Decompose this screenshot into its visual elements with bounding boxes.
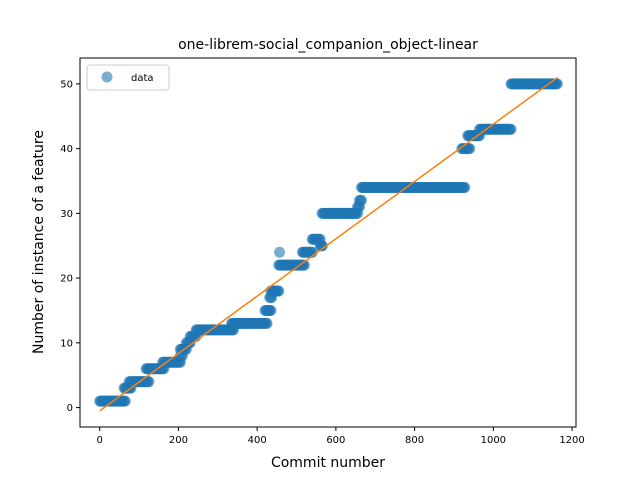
x-axis: 0 200 400 600 800 1000 1200 bbox=[96, 427, 585, 446]
data-point bbox=[261, 317, 273, 329]
y-tick-label: 50 bbox=[60, 79, 73, 90]
plot-frame bbox=[79, 57, 577, 428]
y-tick-label: 30 bbox=[60, 209, 73, 220]
data-point bbox=[459, 181, 471, 193]
data-point bbox=[355, 194, 367, 206]
data-point bbox=[505, 123, 517, 135]
x-tick-label: 200 bbox=[169, 435, 188, 446]
data-point bbox=[273, 285, 285, 297]
x-tick-label: 800 bbox=[405, 435, 424, 446]
x-tick-label: 400 bbox=[248, 435, 267, 446]
y-tick-label: 0 bbox=[67, 403, 73, 414]
y-axis: 0 10 20 30 40 50 bbox=[60, 79, 80, 414]
legend-label-data: data bbox=[131, 73, 154, 84]
data-point bbox=[119, 395, 131, 407]
data-point bbox=[143, 376, 155, 388]
trend-line bbox=[99, 76, 558, 412]
y-tick-label: 10 bbox=[60, 338, 73, 349]
x-tick-label: 0 bbox=[96, 435, 102, 446]
legend: data bbox=[86, 64, 170, 91]
data-point bbox=[298, 259, 310, 271]
chart-title: one-librem-social_companion_object-linea… bbox=[178, 37, 478, 53]
x-tick-label: 1200 bbox=[559, 435, 584, 446]
data-point bbox=[306, 246, 318, 258]
data-point bbox=[265, 304, 277, 316]
data-point bbox=[274, 246, 286, 258]
x-tick-label: 1000 bbox=[481, 435, 506, 446]
legend-marker-data bbox=[101, 71, 113, 83]
legend-box bbox=[86, 64, 170, 91]
x-tick-label: 600 bbox=[326, 435, 345, 446]
y-tick-label: 20 bbox=[60, 274, 73, 285]
data-point bbox=[316, 240, 328, 252]
y-axis-label: Number of instance of a feature bbox=[31, 130, 47, 354]
y-tick-label: 40 bbox=[60, 144, 73, 155]
data-point bbox=[551, 78, 563, 90]
data-point bbox=[464, 143, 476, 155]
x-axis-label: Commit number bbox=[271, 455, 385, 471]
plot-data bbox=[94, 76, 563, 412]
